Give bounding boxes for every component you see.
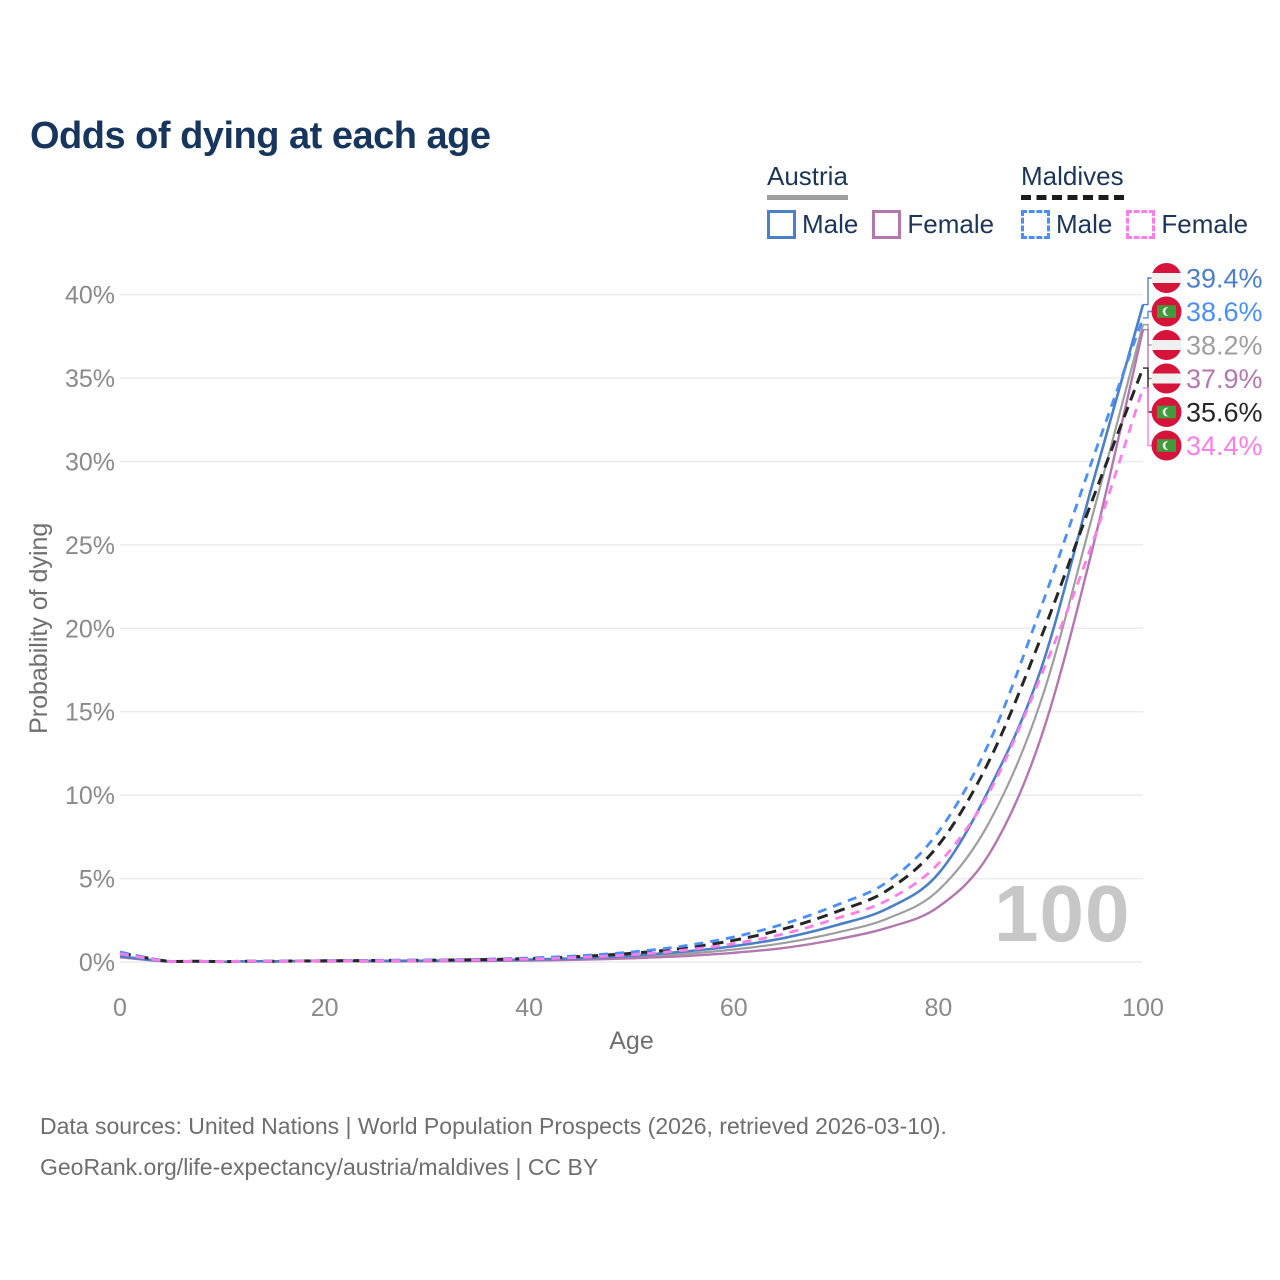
x-tick-label: 40 (515, 994, 543, 1022)
x-tick-label: 60 (720, 994, 748, 1022)
footer-data-sources: Data sources: United Nations | World Pop… (40, 1113, 947, 1139)
y-tick-label: 40% (65, 282, 115, 310)
legend-item-label: Female (907, 209, 995, 239)
legend-item-maldives-female[interactable]: Female (1126, 209, 1248, 240)
austria-male-swatch-icon[interactable] (767, 210, 796, 239)
series-line-maldives-male (119, 317, 1145, 964)
y-tick-label: 35% (65, 365, 115, 393)
end-value-label-maldives-male: 38.6% (1186, 297, 1263, 327)
maldives-female-swatch-icon[interactable] (1126, 210, 1156, 239)
end-value-label-austria-both: 38.2% (1186, 331, 1263, 361)
legend-item-label: Male (1056, 209, 1113, 239)
y-tick-label: 15% (65, 699, 115, 727)
series-line-austria-female (119, 329, 1145, 964)
legend-group-maldives: Maldives Male Female (1021, 161, 1248, 240)
legend-item-label: Male (802, 209, 859, 239)
y-tick-label: 30% (65, 448, 115, 476)
austria-flag-icon (1151, 263, 1182, 293)
x-tick-label: 0 (113, 994, 127, 1022)
x-tick-label: 100 (1122, 994, 1164, 1022)
y-tick-label: 5% (79, 866, 115, 894)
x-tick-label: 20 (311, 994, 339, 1022)
y-tick-label: 20% (65, 615, 115, 643)
maldives-flag-icon (1151, 296, 1182, 327)
legend-header-austria: Austria (767, 161, 848, 200)
y-tick-label: 25% (65, 532, 115, 560)
y-tick-label: 10% (65, 782, 115, 810)
legend-item-austria-female[interactable]: Female (872, 209, 994, 240)
austria-flag-icon (1151, 363, 1182, 394)
austria-flag-icon (1151, 330, 1182, 360)
maldives-male-swatch-icon[interactable] (1021, 210, 1050, 239)
label-connector-maldives-male (1143, 310, 1152, 319)
legend-item-label: Female (1161, 209, 1249, 239)
end-value-label-austria-female: 37.9% (1186, 364, 1263, 394)
austria-female-swatch-icon[interactable] (872, 210, 902, 239)
end-value-label-maldives-both: 35.6% (1186, 398, 1263, 428)
x-tick-label: 80 (924, 994, 952, 1022)
maldives-flag-icon (1151, 397, 1182, 427)
page-title: Odds of dying at each age (30, 115, 491, 158)
maldives-flag-icon (1151, 430, 1182, 461)
label-connector-austria-female (1143, 328, 1152, 380)
label-connector-maldives-female (1143, 387, 1152, 447)
end-value-label-austria-male: 39.4% (1186, 264, 1263, 294)
x-axis-title: Age (609, 1027, 653, 1055)
legend-item-austria-male[interactable]: Male (767, 209, 858, 240)
series-line-austria-male (119, 304, 1145, 964)
end-value-label-maldives-female: 34.4% (1186, 431, 1263, 461)
legend-header-maldives: Maldives (1021, 161, 1124, 200)
legend-item-maldives-male[interactable]: Male (1021, 209, 1112, 240)
y-tick-label: 0% (79, 949, 115, 977)
footer-attribution-link: GeoRank.org/life-expectancy/austria/mald… (40, 1154, 599, 1180)
legend-group-austria: Austria Male Female (767, 161, 994, 240)
series-line-austria-both (119, 324, 1145, 963)
series-line-maldives-both (119, 367, 1145, 964)
y-axis-title: Probability of dying (25, 523, 53, 734)
series-line-maldives-female (119, 387, 1145, 964)
age-watermark: 100 (994, 869, 1131, 958)
label-connector-austria-male (1143, 277, 1152, 306)
footer: Data sources: United Nations | World Pop… (40, 1106, 947, 1188)
